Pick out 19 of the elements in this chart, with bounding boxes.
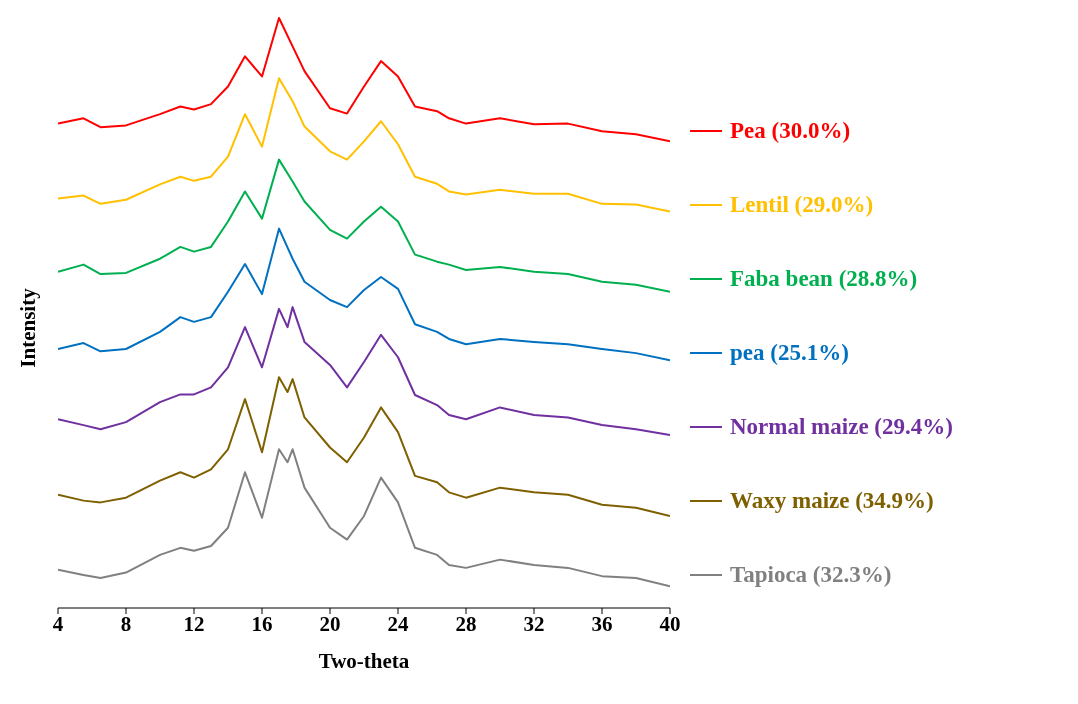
legend-label: Pea (30.0%) bbox=[730, 118, 851, 144]
x-tick-label: 24 bbox=[387, 611, 409, 636]
legend-label: Normal maize (29.4%) bbox=[730, 414, 953, 440]
y-axis-title: Intensity bbox=[16, 288, 41, 368]
x-tick-label: 40 bbox=[659, 611, 681, 636]
x-axis-title: Two-theta bbox=[318, 649, 410, 673]
x-tick-label: 28 bbox=[455, 611, 477, 636]
x-tick-label: 20 bbox=[319, 611, 341, 636]
x-tick-label: 16 bbox=[251, 611, 273, 636]
x-tick-label: 12 bbox=[183, 611, 205, 636]
x-tick-label: 36 bbox=[591, 611, 613, 636]
legend-label: pea (25.1%) bbox=[730, 340, 849, 366]
x-tick-label: 8 bbox=[120, 611, 132, 636]
legend-label: Tapioca (32.3%) bbox=[730, 562, 892, 588]
x-tick-label: 4 bbox=[52, 611, 64, 636]
legend-label: Faba bean (28.8%) bbox=[730, 266, 918, 292]
legend-label: Lentil (29.0%) bbox=[730, 192, 874, 218]
x-tick-label: 32 bbox=[523, 611, 545, 636]
legend-label: Waxy maize (34.9%) bbox=[730, 488, 934, 514]
